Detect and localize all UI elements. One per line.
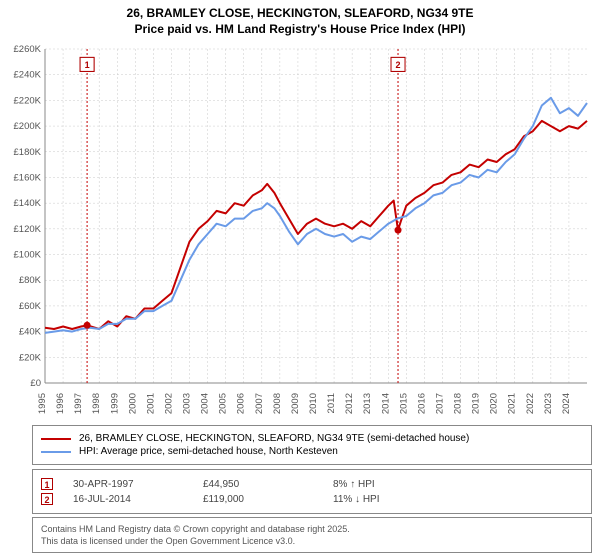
credits-line-2: This data is licensed under the Open Gov…: [41, 535, 583, 547]
annotation-date: 16-JUL-2014: [73, 494, 183, 505]
svg-text:£80K: £80K: [19, 275, 42, 286]
svg-text:£0: £0: [30, 378, 41, 389]
legend-label: HPI: Average price, semi-detached house,…: [79, 446, 338, 457]
sale-annotations: 1 30-APR-1997 £44,950 8% ↑ HPI 2 16-JUL-2014 £…: [32, 469, 592, 514]
annotation-delta: 11% ↓ HPI: [333, 494, 443, 505]
annotation-row: 2 16-JUL-2014 £119,000 11% ↓ HPI: [41, 493, 583, 505]
credits-line-1: Contains HM Land Registry data © Crown c…: [41, 523, 583, 535]
legend-label: 26, BRAMLEY CLOSE, HECKINGTON, SLEAFORD,…: [79, 433, 469, 444]
annotation-row: 1 30-APR-1997 £44,950 8% ↑ HPI: [41, 478, 583, 490]
svg-text:2015: 2015: [398, 393, 409, 414]
legend-item: HPI: Average price, semi-detached house,…: [41, 446, 583, 457]
svg-text:2023: 2023: [543, 393, 554, 414]
svg-text:2009: 2009: [290, 393, 301, 414]
svg-text:2: 2: [396, 60, 401, 70]
annotation-number: 1: [41, 478, 53, 490]
svg-text:£260K: £260K: [14, 44, 42, 55]
svg-text:2022: 2022: [525, 393, 536, 414]
svg-text:2011: 2011: [326, 393, 337, 413]
svg-text:2004: 2004: [200, 393, 211, 414]
title-block: 26, BRAMLEY CLOSE, HECKINGTON, SLEAFORD,…: [0, 0, 600, 41]
svg-text:£220K: £220K: [14, 96, 42, 107]
svg-text:2012: 2012: [344, 393, 355, 414]
legend-swatch: [41, 451, 71, 453]
annotation-date: 30-APR-1997: [73, 479, 183, 490]
svg-text:£40K: £40K: [19, 327, 42, 338]
svg-text:2005: 2005: [218, 393, 229, 414]
svg-text:£240K: £240K: [14, 70, 42, 81]
svg-text:2007: 2007: [254, 393, 265, 414]
annotation-delta: 8% ↑ HPI: [333, 479, 443, 490]
title-line-1: 26, BRAMLEY CLOSE, HECKINGTON, SLEAFORD,…: [4, 6, 596, 22]
svg-text:1996: 1996: [55, 393, 66, 414]
svg-text:2000: 2000: [127, 393, 138, 414]
svg-text:£60K: £60K: [19, 301, 42, 312]
svg-text:2021: 2021: [507, 393, 518, 414]
svg-text:2016: 2016: [416, 393, 427, 414]
svg-text:1995: 1995: [37, 393, 48, 414]
svg-text:£140K: £140K: [14, 198, 42, 209]
svg-text:2017: 2017: [434, 393, 445, 414]
svg-text:£200K: £200K: [14, 121, 42, 132]
svg-text:2006: 2006: [236, 393, 247, 414]
svg-text:2002: 2002: [163, 393, 174, 414]
chart-svg: £0 £20K £40K £60K £80K £100K £120K £140K £160K £1…: [5, 41, 595, 421]
chart-area: £0 £20K £40K £60K £80K £100K £120K £140K £160K £1…: [5, 41, 595, 421]
svg-text:2014: 2014: [380, 393, 391, 414]
svg-text:2003: 2003: [182, 393, 193, 414]
legend-swatch: [41, 438, 71, 440]
svg-text:1: 1: [85, 60, 90, 70]
svg-text:2020: 2020: [489, 393, 500, 414]
svg-text:£100K: £100K: [14, 250, 42, 261]
title-line-2: Price paid vs. HM Land Registry's House …: [4, 22, 596, 38]
annotation-number: 2: [41, 493, 53, 505]
svg-text:2024: 2024: [561, 393, 572, 414]
legend-item: 26, BRAMLEY CLOSE, HECKINGTON, SLEAFORD,…: [41, 433, 583, 444]
svg-text:£180K: £180K: [14, 147, 42, 158]
svg-text:2013: 2013: [362, 393, 373, 414]
credits: Contains HM Land Registry data © Crown c…: [32, 517, 592, 553]
svg-text:2008: 2008: [272, 393, 283, 414]
chart-report: 26, BRAMLEY CLOSE, HECKINGTON, SLEAFORD,…: [0, 0, 600, 553]
annotation-price: £119,000: [203, 494, 313, 505]
svg-text:1997: 1997: [73, 393, 84, 414]
svg-text:1998: 1998: [91, 393, 102, 414]
svg-text:£160K: £160K: [14, 173, 42, 184]
svg-text:2001: 2001: [145, 393, 156, 414]
legend: 26, BRAMLEY CLOSE, HECKINGTON, SLEAFORD,…: [32, 425, 592, 465]
svg-text:2010: 2010: [308, 393, 319, 414]
svg-text:1999: 1999: [109, 393, 120, 414]
svg-text:£20K: £20K: [19, 352, 42, 363]
svg-text:£120K: £120K: [14, 224, 42, 235]
svg-text:2019: 2019: [471, 393, 482, 414]
annotation-price: £44,950: [203, 479, 313, 490]
svg-text:2018: 2018: [453, 393, 464, 414]
